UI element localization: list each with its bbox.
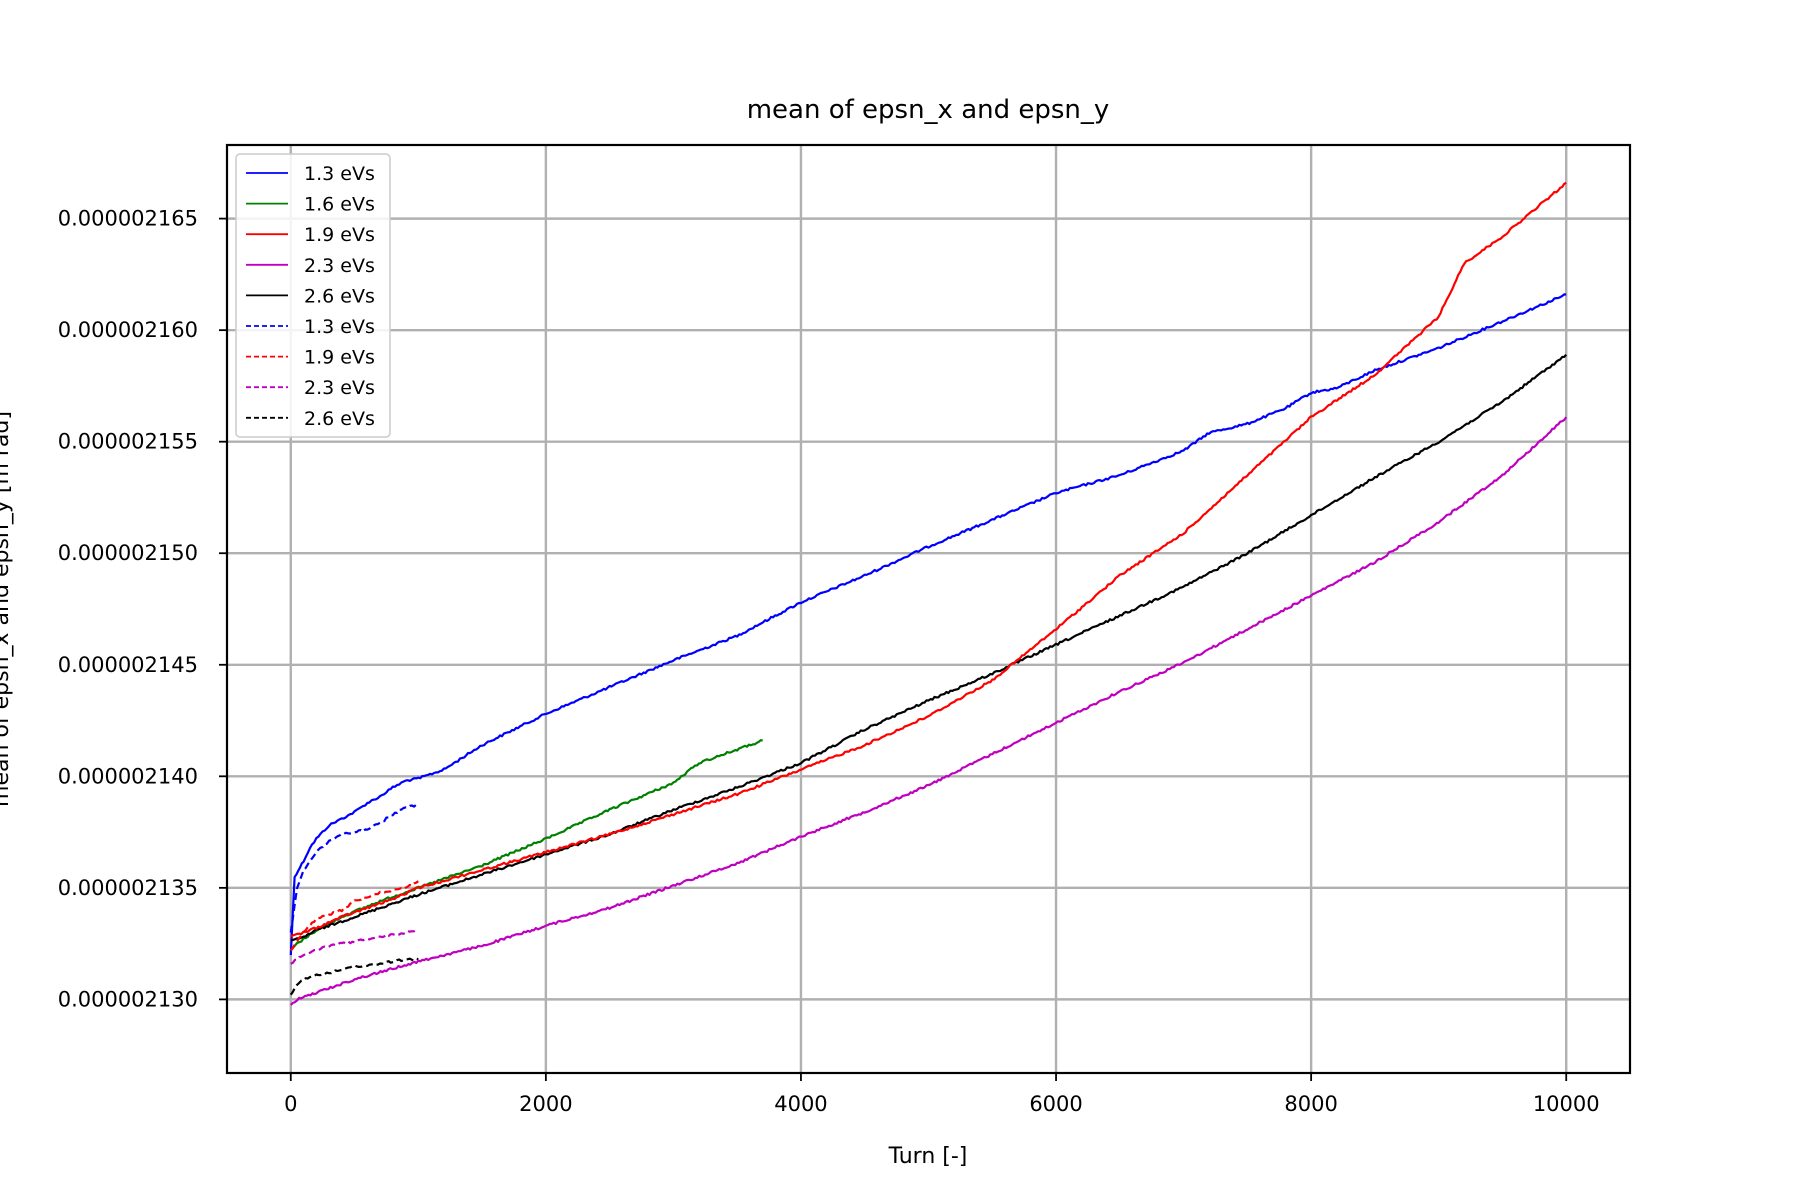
series-line: [290, 353, 1568, 942]
x-axis-label: Turn [-]: [888, 1144, 968, 1169]
y-tick-label: 0.000002150: [58, 541, 198, 565]
legend-label: 2.6 eVs: [304, 285, 375, 307]
y-tick-label: 0.000002135: [58, 876, 198, 900]
series-line: [289, 293, 1567, 956]
x-tick-label: 6000: [1029, 1092, 1082, 1116]
plot-frame: [225, 143, 1632, 1075]
legend-label: 1.3 eVs: [304, 316, 375, 338]
series-line: [289, 803, 419, 933]
series-line: [290, 181, 1567, 938]
grid: [227, 145, 1630, 1073]
y-tick-label: 0.000002140: [58, 764, 198, 788]
chart-title: mean of epsn_x and epsn_y: [747, 95, 1110, 125]
y-tick-label: 0.000002160: [58, 318, 198, 342]
x-tick-label: 10000: [1533, 1092, 1600, 1116]
y-tick-label: 0.000002130: [58, 987, 198, 1011]
series-line: [290, 416, 1568, 1006]
series-lines: [289, 181, 1568, 1006]
y-tick-label: 0.000002165: [58, 207, 198, 231]
legend: 1.3 eVs 1.6 eVs 1.9 eVs 2.3 eVs 2.6 eVs 1.3 e…: [235, 153, 391, 438]
series-line: [289, 880, 419, 952]
legend-label: 2.6 eVs: [304, 408, 375, 430]
legend-label: 1.9 eVs: [304, 224, 375, 246]
x-tick-label: 4000: [774, 1092, 827, 1116]
axis-ticks: 0 2000 4000 6000 8000 10000 0.000002130 0.00000…: [58, 207, 1600, 1116]
y-tick-label: 0.000002155: [58, 430, 198, 454]
series-line: [290, 929, 419, 965]
series-line: [289, 957, 419, 996]
legend-label: 1.9 eVs: [304, 347, 375, 369]
series-line: [289, 739, 763, 952]
legend-label: 2.3 eVs: [304, 255, 375, 277]
x-tick-label: 2000: [519, 1092, 572, 1116]
y-tick-label: 0.000002145: [58, 653, 198, 677]
x-tick-label: 0: [284, 1092, 297, 1116]
legend-label: 1.3 eVs: [304, 163, 375, 185]
legend-box: [235, 153, 391, 438]
legend-label: 2.3 eVs: [304, 377, 375, 399]
x-tick-label: 8000: [1284, 1092, 1337, 1116]
y-axis-label: mean of epsn_x and epsn_y [m rad]: [0, 411, 14, 807]
legend-label: 1.6 eVs: [304, 194, 375, 216]
